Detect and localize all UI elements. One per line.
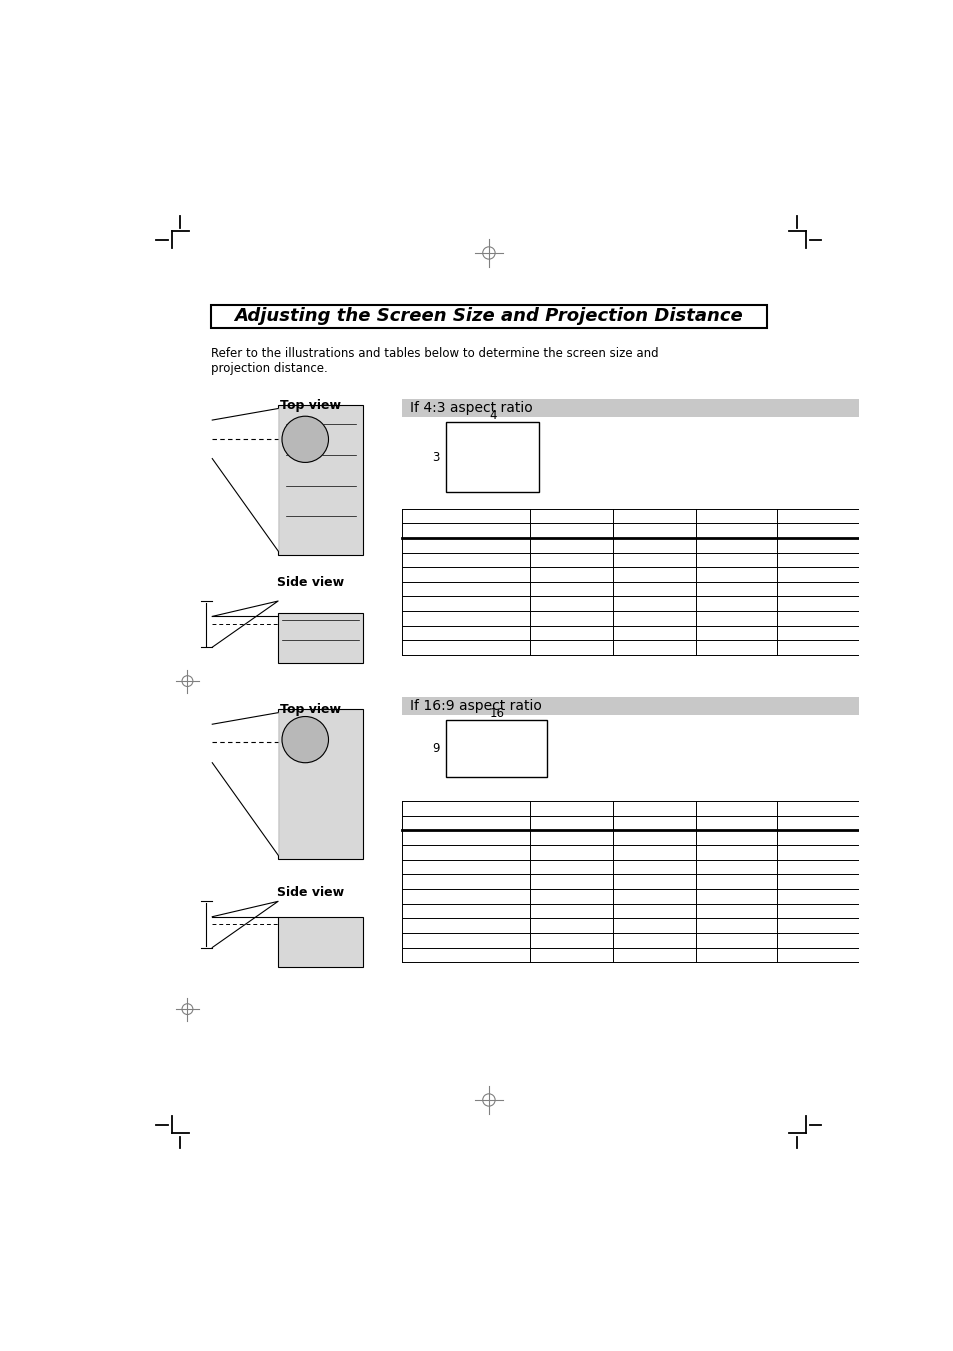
Bar	[402, 400, 868, 417]
Text: Side view: Side view	[276, 577, 344, 589]
Text: Adjusting the Screen Size and Projection Distance: Adjusting the Screen Size and Projection…	[234, 307, 742, 326]
Circle shape	[282, 416, 328, 462]
Bar	[402, 697, 868, 715]
Circle shape	[282, 716, 328, 763]
Bar	[278, 917, 363, 967]
Bar	[446, 720, 546, 777]
Text: Side view: Side view	[276, 886, 344, 898]
Text: If 16:9 aspect ratio: If 16:9 aspect ratio	[410, 698, 541, 713]
Text: Top view: Top view	[280, 400, 341, 412]
Text: 3: 3	[432, 450, 439, 463]
Text: If 4:3 aspect ratio: If 4:3 aspect ratio	[410, 401, 532, 415]
Text: 16: 16	[489, 707, 503, 720]
Text: Top view: Top view	[280, 704, 341, 716]
Bar	[446, 423, 538, 492]
Text: 4: 4	[489, 409, 496, 422]
Bar	[278, 612, 363, 662]
Text: 9: 9	[432, 742, 439, 755]
Polygon shape	[212, 713, 278, 855]
Bar	[278, 405, 363, 555]
Text: Refer to the illustrations and tables below to determine the screen size and
pro: Refer to the illustrations and tables be…	[211, 347, 658, 376]
Polygon shape	[212, 408, 278, 551]
Bar	[211, 304, 766, 328]
Bar	[278, 709, 363, 859]
